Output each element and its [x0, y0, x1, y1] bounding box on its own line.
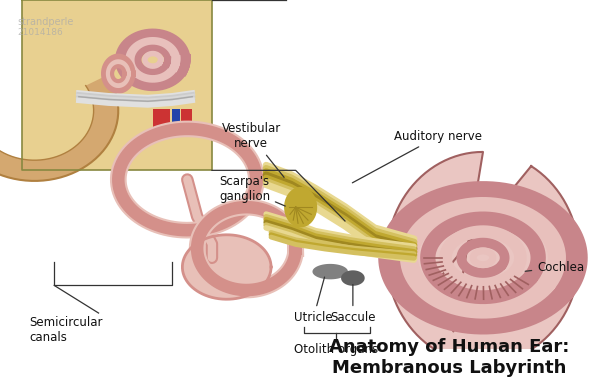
Text: Saccule: Saccule [330, 285, 376, 324]
Text: Cochlea: Cochlea [525, 260, 584, 274]
Polygon shape [386, 152, 580, 364]
Text: Otolith organs: Otolith organs [294, 343, 378, 356]
Polygon shape [22, 0, 212, 170]
Text: 21014186: 21014186 [18, 28, 64, 37]
Polygon shape [172, 109, 181, 133]
Polygon shape [153, 109, 170, 133]
Text: strandperle: strandperle [18, 17, 74, 27]
Polygon shape [284, 187, 317, 227]
Polygon shape [0, 75, 118, 181]
Polygon shape [182, 235, 271, 299]
Text: Auditory nerve: Auditory nerve [352, 130, 482, 183]
Polygon shape [313, 264, 348, 279]
Text: Utricle: Utricle [294, 277, 333, 324]
Polygon shape [181, 109, 192, 133]
Text: Scarpa's
ganglion: Scarpa's ganglion [219, 175, 285, 206]
Text: Semicircular
canals: Semicircular canals [29, 316, 103, 344]
Text: Vestibular
nerve: Vestibular nerve [222, 122, 284, 177]
Polygon shape [341, 270, 365, 286]
Text: Anatomy of Human Ear:
Membranous Labyrinth: Anatomy of Human Ear: Membranous Labyrin… [329, 338, 569, 377]
